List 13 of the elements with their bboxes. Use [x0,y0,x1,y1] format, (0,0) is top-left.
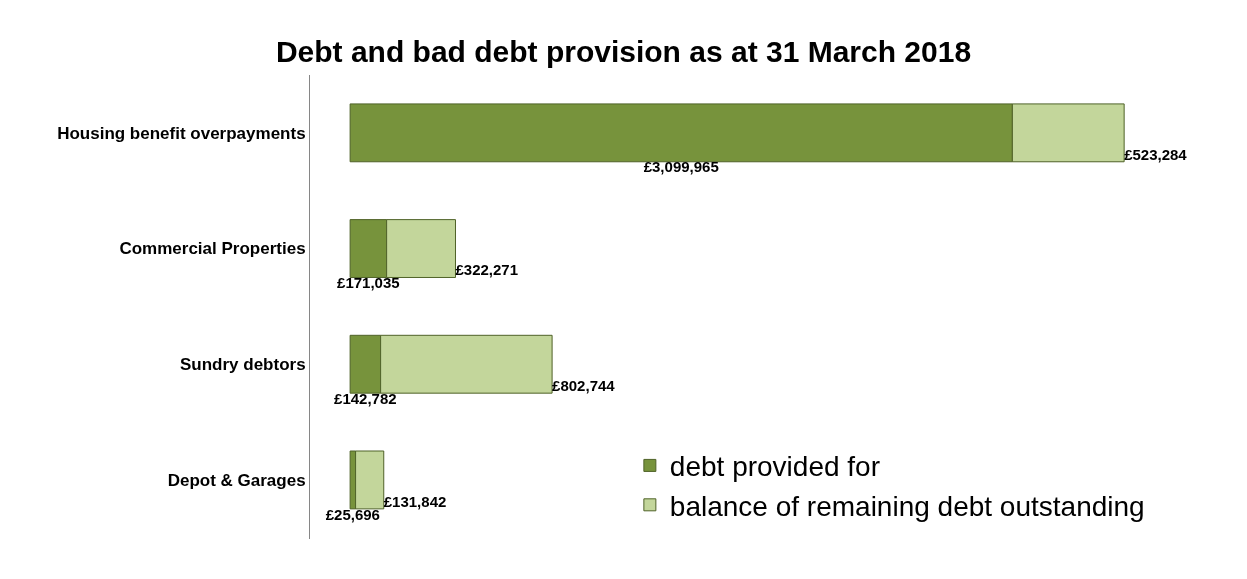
y-tick-label: Depot & Garages [167,470,306,490]
data-label: £3,099,965 [643,158,719,176]
y-tick-label: Sundry debtors [179,355,306,375]
data-label: £142,782 [334,389,397,407]
data-label: £802,744 [552,377,616,395]
chart-title: Debt and bad debt provision as at 31 March 2018 [275,34,972,68]
legend-label: debt provided for [669,451,880,483]
data-label: £25,696 [325,505,380,523]
data-label: £131,842 [383,492,447,510]
data-label: £171,035 [337,274,400,292]
y-tick-label: Housing benefit overpayments [57,123,306,143]
legend-label: balance of remaining debt outstanding [669,490,1145,522]
y-tick-label: Commercial Properties [119,239,306,259]
